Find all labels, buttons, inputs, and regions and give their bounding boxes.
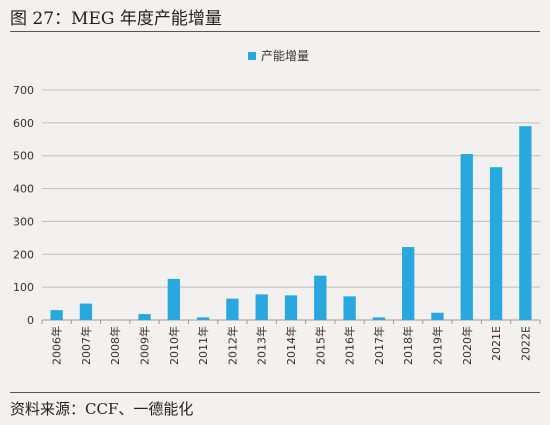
bar [79, 303, 93, 320]
x-tick-label: 2013年 [255, 326, 269, 365]
x-tick-label: 2018年 [401, 326, 415, 365]
x-tick-label: 2006年 [50, 326, 64, 365]
x-tick-label: 2010年 [167, 326, 181, 365]
bar [50, 310, 63, 320]
source-note: 资料来源：CCF、一德能化 [10, 400, 194, 418]
y-tick-label: 500 [13, 150, 34, 163]
bar [226, 298, 239, 320]
bar-chart: 0 100 200 300 400 500 600 700 2006年 2007年 2008年 200… [13, 49, 541, 365]
legend-swatch [248, 52, 256, 60]
y-tick-label: 700 [13, 84, 34, 97]
bar [402, 247, 415, 320]
bar [519, 126, 532, 321]
x-tick-label: 2012年 [225, 326, 239, 365]
bar [314, 275, 327, 320]
bar [460, 154, 473, 320]
x-tick-label: 2017年 [372, 326, 386, 365]
figure-title: 图 27：MEG 年度产能增量 [10, 9, 222, 29]
y-tick-label: 0 [27, 314, 34, 327]
x-tick-label: 2014年 [284, 326, 298, 365]
x-tick-label: 2009年 [138, 326, 152, 365]
y-tick-label: 100 [13, 281, 34, 294]
bar [138, 314, 151, 320]
y-tick-label: 400 [13, 183, 34, 196]
bar [284, 295, 298, 320]
legend-label: 产能增量 [261, 49, 309, 63]
bar [372, 317, 386, 320]
source-divider [10, 392, 540, 393]
bar [255, 294, 268, 320]
title-divider [10, 31, 540, 32]
x-tick-label: 2020年 [460, 326, 474, 365]
x-tick-label: 2007年 [79, 326, 93, 365]
x-tick-label: 2015年 [313, 326, 327, 365]
x-tick-label: 2021E [490, 326, 503, 361]
bar [343, 296, 356, 320]
x-tick-label: 2022E [519, 326, 532, 361]
x-tick-label: 2019年 [430, 326, 444, 365]
y-tick-label: 300 [13, 215, 34, 228]
bar [196, 317, 210, 320]
x-tick-label: 2016年 [343, 326, 357, 365]
x-tick-label: 2011年 [196, 326, 210, 365]
bar [167, 278, 180, 320]
x-tick-label: 2008年 [108, 326, 122, 365]
y-tick-label: 200 [13, 248, 34, 261]
bar [489, 167, 503, 320]
bar [431, 312, 444, 320]
chart-area: 0 100 200 300 400 500 600 700 2006年 2007年 2008年 200… [0, 42, 550, 392]
y-tick-label: 600 [13, 117, 34, 130]
